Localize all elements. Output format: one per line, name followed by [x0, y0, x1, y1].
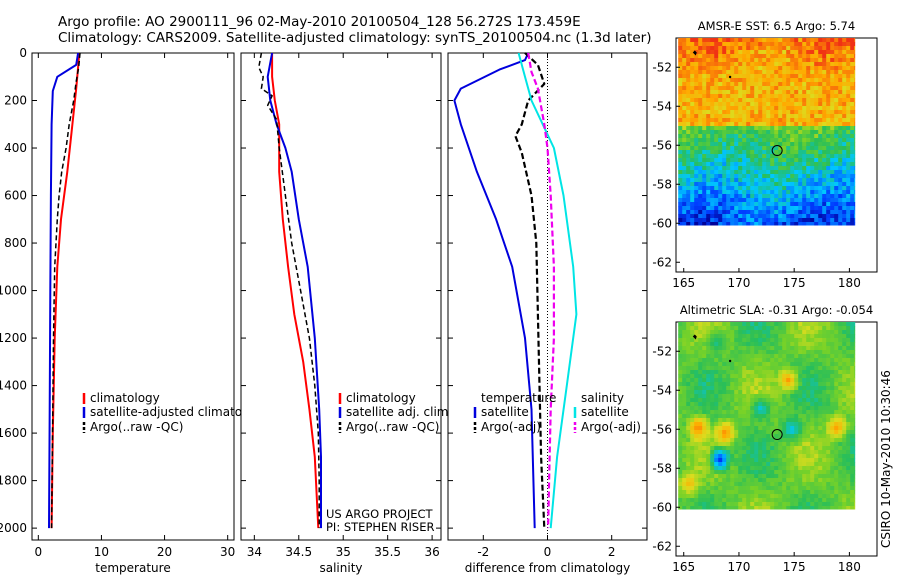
- y-tick-label: -54: [652, 99, 672, 113]
- y-tick-label: 1400: [0, 379, 27, 393]
- y-tick-label: -56: [652, 422, 672, 436]
- island-marker: [728, 75, 732, 79]
- x-tick-label: 165: [672, 560, 695, 574]
- x-tick-label: 34.5: [285, 545, 312, 559]
- y-tick-label: 0: [19, 46, 27, 60]
- legend-argo-label: Argo(..raw -QC): [346, 420, 439, 434]
- x-tick-label: 10: [94, 545, 109, 559]
- legend-salinity-argo-label: Argo(-adj): [581, 420, 641, 434]
- y-tick-label: -58: [652, 177, 672, 191]
- x-axis-label: salinity: [319, 561, 362, 575]
- series-line: [517, 52, 578, 529]
- x-tick-label: 20: [157, 545, 172, 559]
- x-tick-label: 30: [220, 545, 235, 559]
- x-tick-label: 36: [424, 545, 439, 559]
- legend-argo-label: Argo(..raw -QC): [90, 420, 183, 434]
- series-line: [514, 52, 546, 529]
- y-tick-label: 400: [4, 141, 27, 155]
- y-tick-label: -60: [652, 500, 672, 514]
- project-note-line2: PI: STEPHEN RISER: [326, 520, 435, 534]
- x-tick-label: 170: [727, 560, 750, 574]
- island-marker: [692, 334, 697, 340]
- x-tick-label: 34: [247, 545, 262, 559]
- argo-location-marker: [771, 429, 783, 441]
- map-title: Altimetric SLA: -0.31 Argo: -0.054: [680, 303, 873, 317]
- map-title: AMSR-E SST: 6.5 Argo: 5.74: [698, 19, 855, 33]
- x-axis-label: temperature: [95, 561, 170, 575]
- y-tick-label: 200: [4, 94, 27, 108]
- y-tick-label: -60: [652, 216, 672, 230]
- series-line: [453, 52, 536, 529]
- legend-satellite-label: satellite adj. clim.: [346, 405, 452, 419]
- x-tick-label: 35.5: [374, 545, 401, 559]
- legend-temperature-heading: temperature: [481, 391, 556, 405]
- salinity-panel: 34 34.5 35 35.5 36 salinity climatologysatelli…: [240, 52, 452, 575]
- series-line: [271, 53, 320, 529]
- y-tick-label: 2000: [0, 521, 27, 535]
- x-tick-label: 35: [336, 545, 351, 559]
- x-tick-label: 180: [838, 276, 861, 290]
- plot-frame: [31, 52, 235, 541]
- x-tick-label: 175: [783, 276, 806, 290]
- y-tick-label: 1800: [0, 474, 27, 488]
- timestamp-label: CSIRO 10-May-2010 10:30:46: [879, 370, 893, 548]
- legend-temperature-satellite-label: satellite: [481, 405, 529, 419]
- argo-location-marker: [771, 145, 783, 157]
- x-axis-label: difference from climatology: [465, 561, 631, 575]
- x-tick-label: 180: [838, 560, 861, 574]
- sla-map-panel: Altimetric SLA: -0.31 Argo: -0.054 165 170…: [652, 303, 878, 574]
- island-marker: [692, 50, 697, 56]
- x-tick-label: 170: [727, 276, 750, 290]
- sst-field: [678, 38, 856, 226]
- series-line: [50, 52, 81, 529]
- legend-satellite-label: satellite-adjusted climatology: [90, 405, 268, 419]
- series-line: [48, 52, 80, 529]
- legend-climatology-label: climatology: [90, 391, 160, 405]
- y-tick-label: -58: [652, 461, 672, 475]
- legend-salinity-heading: salinity: [581, 391, 624, 405]
- x-tick-label: 0: [34, 545, 42, 559]
- y-tick-label: -56: [652, 138, 672, 152]
- sst-map-panel: AMSR-E SST: 6.5 Argo: 5.74 165 170 175 180 -5…: [652, 19, 878, 290]
- y-tick-label: 800: [4, 236, 27, 250]
- project-note-line1: US ARGO PROJECT: [326, 507, 434, 521]
- figure-title-line1: Argo profile: AO 2900111_96 02-May-2010 …: [58, 14, 581, 30]
- x-tick-label: 175: [783, 560, 806, 574]
- x-tick-label: 165: [672, 276, 695, 290]
- plot-frame: [240, 52, 442, 541]
- y-tick-label: -62: [652, 539, 672, 553]
- legend-salinity-satellite-label: satellite: [581, 405, 629, 419]
- difference-panel: -2 0 2 difference from climatology temperatu…: [447, 52, 648, 575]
- series-line: [527, 52, 555, 529]
- y-tick-label: -52: [652, 60, 672, 74]
- x-tick-label: 2: [608, 545, 616, 559]
- y-tick-label: 1600: [0, 426, 27, 440]
- y-tick-label: 1000: [0, 284, 27, 298]
- island-marker: [728, 359, 732, 363]
- temperature-panel: 0 10 20 30 0 200 400 600 800 1000 1200 1400 1600 1800…: [0, 46, 268, 575]
- legend-climatology-label: climatology: [346, 391, 416, 405]
- x-tick-label: 0: [544, 545, 552, 559]
- sla-field: [678, 322, 856, 510]
- x-tick-label: -2: [477, 545, 489, 559]
- figure-title-line2: Climatology: CARS2009. Satellite-adjuste…: [58, 30, 651, 46]
- y-tick-label: 1200: [0, 331, 27, 345]
- legend-temperature-argo-label: Argo(-adj): [481, 420, 541, 434]
- series-line: [266, 52, 322, 529]
- series-line: [258, 52, 320, 529]
- y-tick-label: -54: [652, 383, 672, 397]
- y-tick-label: 600: [4, 189, 27, 203]
- y-tick-label: -62: [652, 255, 672, 269]
- y-tick-label: -52: [652, 344, 672, 358]
